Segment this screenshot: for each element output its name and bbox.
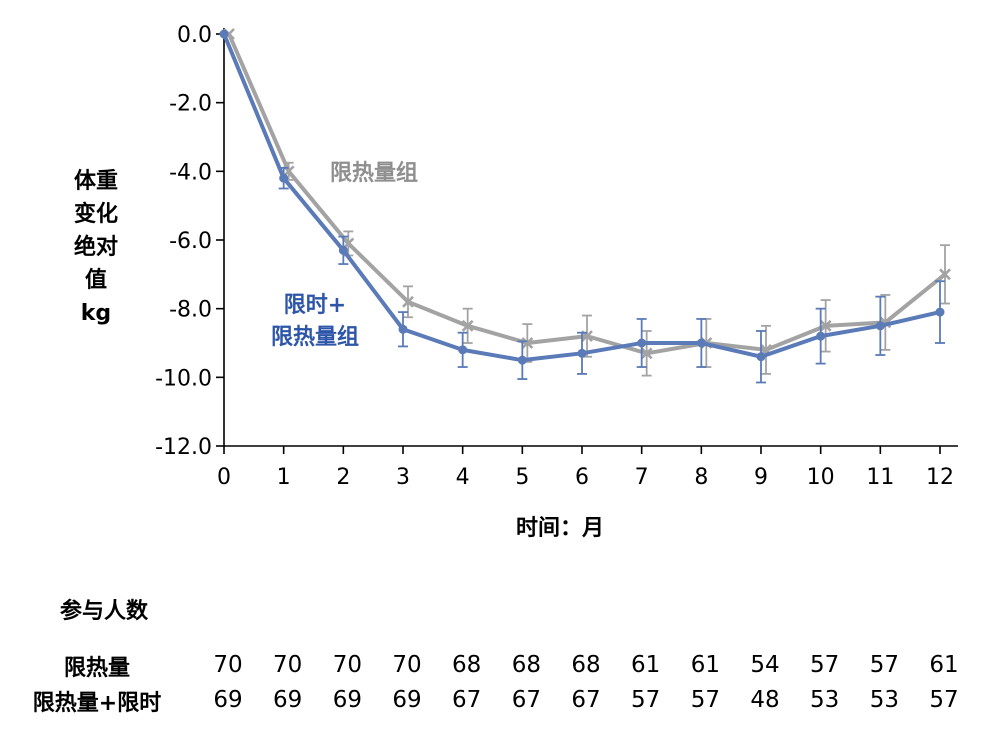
y-axis-label: 体重 变化 绝对 值 kg: [58, 165, 134, 330]
data-point: [279, 173, 289, 183]
participant-count: 57: [691, 687, 720, 713]
participant-count: 61: [929, 652, 958, 678]
data-point: [935, 307, 945, 317]
participant-count: 67: [512, 687, 541, 713]
data-point: [338, 245, 348, 255]
axes: 0.0-2.0-4.0-6.0-8.0-10.0-12.00 1 2 3 4 5 6 7 8 9 1…: [155, 23, 958, 490]
participant-count: 69: [213, 687, 242, 713]
data-point: [402, 295, 414, 308]
x-tick-label: 1: [277, 465, 291, 490]
participant-count: 67: [452, 687, 481, 713]
data-point: [640, 347, 653, 360]
y-axis-label-line: 值: [84, 268, 107, 293]
participant-count: 54: [750, 652, 779, 678]
x-tick-label: 12: [926, 465, 954, 490]
participants-row-label: 限热量: [63, 656, 130, 681]
data-point: [819, 319, 832, 332]
participant-count: 57: [810, 652, 839, 678]
data-point: [875, 321, 885, 331]
x-tick-label: 7: [635, 465, 649, 490]
participant-count: 67: [571, 687, 600, 713]
y-axis-label-line: 体重: [73, 169, 118, 194]
x-tick-label: 6: [575, 465, 589, 490]
series-0: [223, 28, 951, 377]
participant-count: 69: [273, 687, 302, 713]
participant-count: 57: [631, 687, 660, 713]
participant-count: 68: [571, 652, 600, 678]
data-point: [219, 29, 229, 39]
x-tick-label: 10: [807, 465, 835, 490]
series-label-line: 限热量组: [270, 325, 359, 350]
participant-count: 70: [273, 652, 302, 678]
x-tick-label: 0: [217, 465, 231, 490]
y-axis-label-line: 绝对: [73, 235, 118, 260]
data-point: [756, 352, 766, 362]
data-point: [696, 338, 706, 348]
y-tick-label: -10.0: [155, 366, 212, 391]
series-1: [219, 29, 945, 384]
participant-count: 70: [213, 652, 242, 678]
participant-count: 53: [870, 687, 899, 713]
participant-count: 57: [870, 652, 899, 678]
x-tick-label: 11: [866, 465, 894, 490]
y-axis-label-line: 变化: [73, 202, 118, 227]
series-label-line: 限时+: [283, 293, 347, 318]
x-tick-label: 3: [396, 465, 410, 490]
y-tick-label: -12.0: [155, 435, 212, 460]
data-point: [637, 338, 647, 348]
data-point: [458, 345, 468, 355]
x-tick-label: 9: [754, 465, 768, 490]
participant-count: 53: [810, 687, 839, 713]
y-tick-label: -6.0: [169, 229, 212, 254]
participants-row-label: 限热量+限时: [32, 691, 162, 716]
participant-count: 61: [691, 652, 720, 678]
participant-counts: 70 70 70 70 68 68 68 61 61 54 57 57 61 69 69 69 69 67 67 67…: [213, 652, 958, 713]
data-point: [577, 348, 587, 358]
x-tick-label: 4: [456, 465, 470, 490]
y-tick-label: 0.0: [177, 23, 212, 48]
participant-count: 68: [452, 652, 481, 678]
participant-count: 68: [512, 652, 541, 678]
data-point: [521, 337, 534, 349]
y-axis-label-line: kg: [80, 301, 112, 326]
y-tick-label: -2.0: [169, 92, 212, 117]
participant-count: 69: [392, 687, 421, 713]
x-tick-label: 2: [336, 465, 350, 490]
x-axis-label: 时间：月: [515, 516, 604, 541]
participant-count: 57: [929, 687, 958, 713]
data-point: [816, 331, 826, 341]
series-label-time-restricted: 限时+ 限热量组: [250, 290, 380, 354]
series-layer: [219, 28, 951, 384]
participant-count: 70: [392, 652, 421, 678]
participant-count: 48: [750, 687, 779, 713]
data-point: [939, 268, 951, 281]
data-point: [517, 355, 527, 365]
series-label-calorie-restriction: 限热量组: [330, 161, 419, 186]
x-tick-label: 5: [515, 465, 529, 490]
x-tick-label: 8: [694, 465, 708, 490]
y-tick-label: -8.0: [169, 298, 212, 323]
participant-count: 70: [333, 652, 362, 678]
participant-count: 69: [333, 687, 362, 713]
y-tick-label: -4.0: [169, 160, 212, 185]
data-point: [398, 324, 408, 334]
participants-title: 参与人数: [60, 599, 149, 624]
participant-count: 61: [631, 652, 660, 678]
data-point: [461, 319, 474, 332]
